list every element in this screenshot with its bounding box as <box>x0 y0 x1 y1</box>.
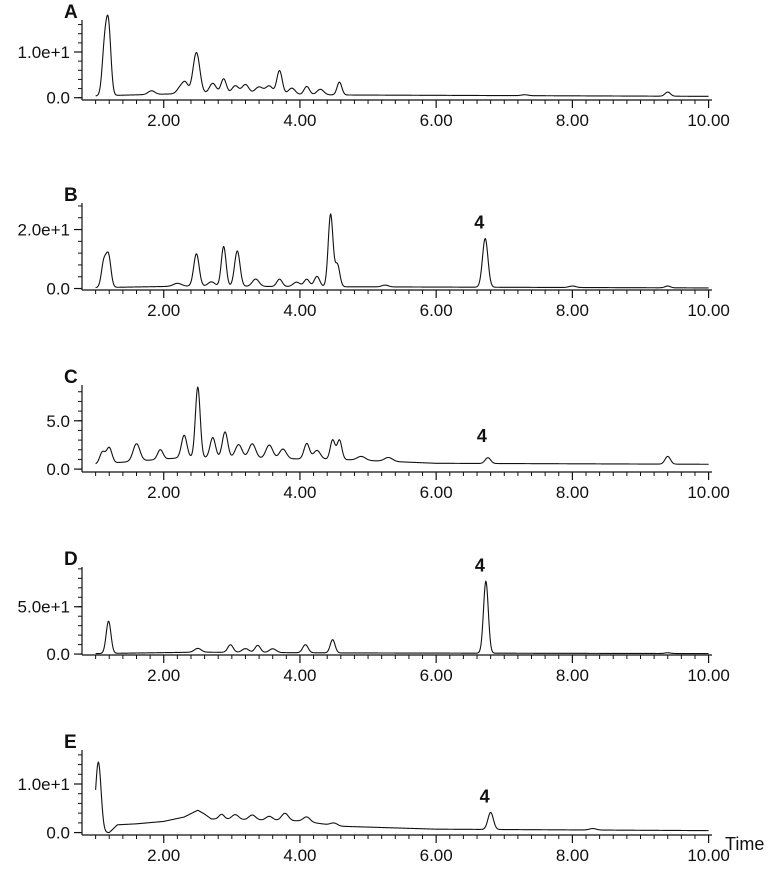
x-tick-label: 6.00 <box>420 111 453 130</box>
y-tick-label: 1.0e+1 <box>18 775 70 794</box>
x-tick-label: 6.00 <box>420 846 453 865</box>
chromatogram-trace <box>95 580 709 655</box>
x-tick-label: 4.00 <box>283 846 316 865</box>
x-tick-label: 10.00 <box>687 483 730 502</box>
panel-label: A <box>64 2 78 23</box>
x-tick-label: 4.00 <box>283 483 316 502</box>
x-tick-label: 6.00 <box>420 483 453 502</box>
panel-label: B <box>64 185 78 206</box>
x-tick-label: 8.00 <box>556 111 589 130</box>
panel-label: D <box>64 549 78 570</box>
y-tick-label: 0.0 <box>46 89 70 108</box>
peak-annotation: 4 <box>474 213 484 233</box>
x-axis-label: Time <box>725 834 764 854</box>
x-tick-label: 8.00 <box>556 301 589 320</box>
x-tick-label: 2.00 <box>147 301 180 320</box>
x-tick-label: 6.00 <box>420 666 453 685</box>
y-tick-label: 5.0e+1 <box>18 598 70 617</box>
y-tick-label: 0.0 <box>46 460 70 479</box>
y-tick-label: 5.0 <box>46 412 70 431</box>
chromatogram-trace <box>95 212 709 289</box>
peak-annotation: 4 <box>480 786 490 806</box>
panel-label: E <box>64 732 77 753</box>
x-tick-label: 2.00 <box>147 483 180 502</box>
x-tick-label: 8.00 <box>556 483 589 502</box>
x-tick-label: 4.00 <box>283 111 316 130</box>
x-tick-label: 2.00 <box>147 666 180 685</box>
x-tick-label: 10.00 <box>687 846 730 865</box>
x-tick-label: 8.00 <box>556 666 589 685</box>
panel-b: B 0.0 2.0e+1 2.00 4.00 6.00 8.00 10.00 4 <box>18 185 730 320</box>
y-tick-label: 0.0 <box>46 280 70 299</box>
panel-c: C 0.0 5.0 2.00 4.00 6.00 8.00 10.00 4 <box>46 367 730 502</box>
y-tick-label: 0.0 <box>46 824 70 843</box>
peak-annotation: 4 <box>475 555 485 575</box>
chromatogram-trace <box>95 386 709 465</box>
x-tick-label: 4.00 <box>283 666 316 685</box>
y-tick-label: 2.0e+1 <box>18 221 70 240</box>
x-tick-label: 4.00 <box>283 301 316 320</box>
y-tick-label: 0.0 <box>46 645 70 664</box>
x-tick-label: 10.00 <box>687 666 730 685</box>
peak-annotation: 4 <box>477 426 487 446</box>
chromatogram-trace <box>95 14 709 97</box>
x-tick-label: 2.00 <box>147 111 180 130</box>
x-tick-label: 10.00 <box>687 111 730 130</box>
x-tick-label: 2.00 <box>147 846 180 865</box>
y-tick-label: 1.0e+1 <box>18 43 70 62</box>
x-tick-label: 6.00 <box>420 301 453 320</box>
chromatogram-trace <box>95 761 709 834</box>
panel-a: A 0.0 1.0e+1 2.00 4.00 6.00 8.00 10.00 <box>18 2 730 130</box>
panel-label: C <box>64 367 78 388</box>
x-tick-label: 10.00 <box>687 301 730 320</box>
x-tick-label: 8.00 <box>556 846 589 865</box>
panel-d: D 0.0 5.0e+1 2.00 4.00 6.00 8.00 10.00 4 <box>18 549 730 685</box>
